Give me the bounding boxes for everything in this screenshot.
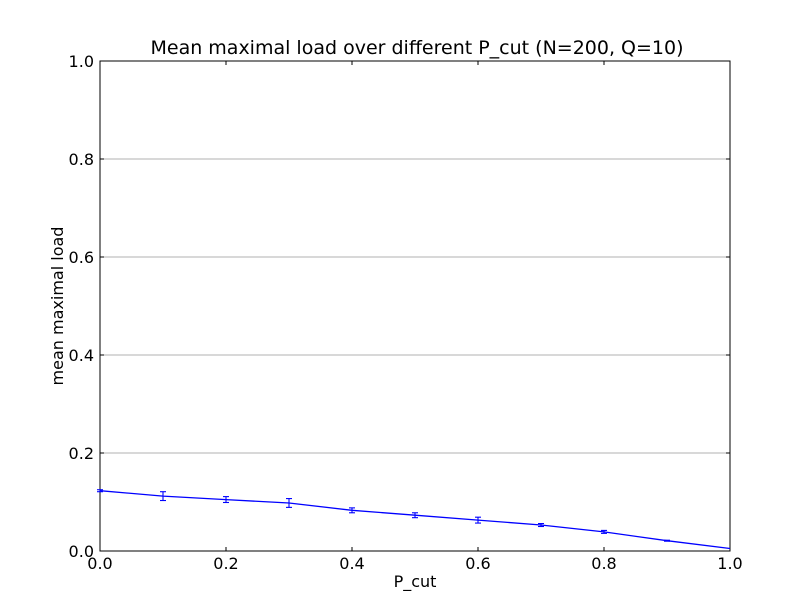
error-bar [664,539,670,542]
series-group [97,489,731,550]
grid-lines [100,158,730,454]
y-tick-label: 0.2 [69,444,94,463]
x-tick-label: 0.8 [591,554,616,573]
x-tick-label: 1.0 [717,554,742,573]
y-tick-label: 0.4 [69,346,94,365]
x-tick-label: 0.0 [87,554,112,573]
error-bar [349,507,355,514]
y-tick-label: 1.0 [69,52,94,71]
error-bar [97,489,103,493]
y-axis-label: mean maximal load [48,227,67,386]
error-bar [538,523,544,528]
error-bar [286,498,292,508]
chart-title: Mean maximal load over different P_cut (… [150,37,683,59]
axis-ticks [99,60,731,552]
error-bar [160,491,166,502]
x-tick-label: 0.4 [339,554,364,573]
x-tick-label: 0.2 [213,554,238,573]
x-tick-label: 0.6 [465,554,490,573]
error-bar [601,529,607,534]
y-tick-label: 0.0 [69,542,94,561]
series-line [99,490,731,550]
error-bar [412,512,418,519]
y-tick-label: 0.6 [69,248,94,267]
error-bar [223,496,229,504]
plot-frame [99,60,731,552]
error-bar [475,516,481,524]
x-axis-label: P_cut [394,572,437,592]
y-tick-label: 0.8 [69,150,94,169]
